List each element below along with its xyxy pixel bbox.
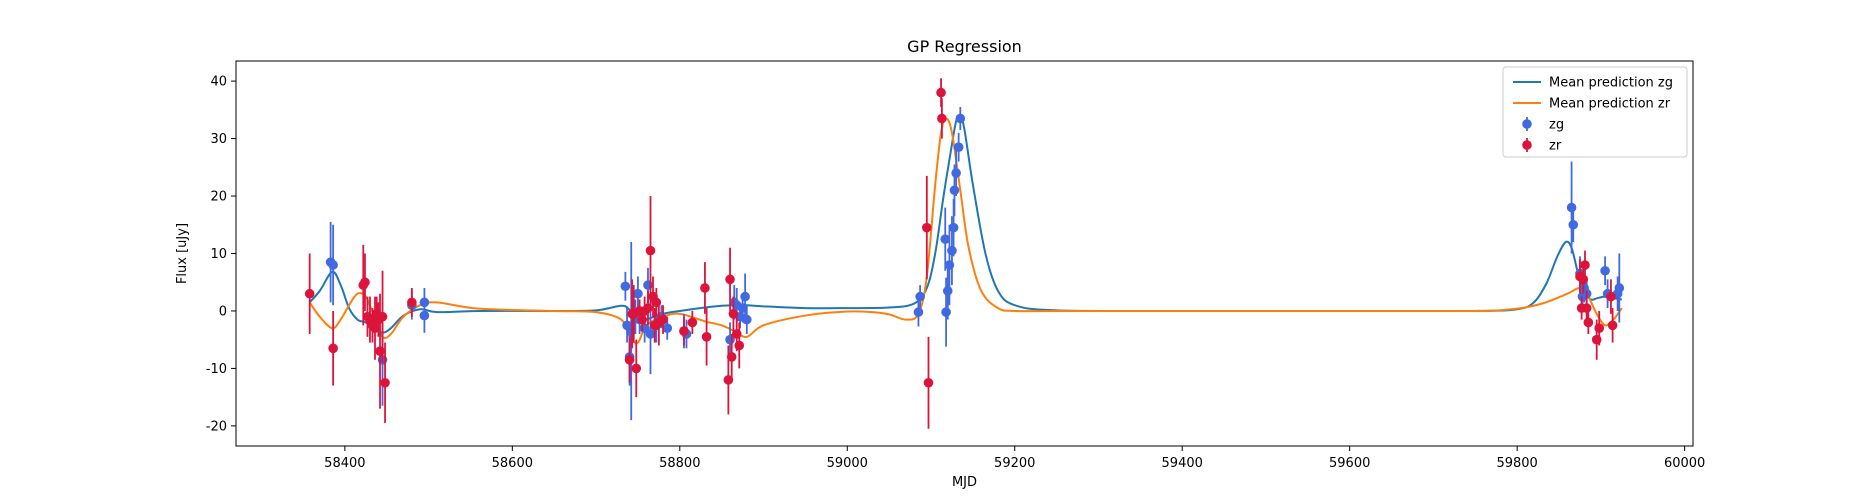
x-tick-label-1: 58600 [492,456,533,471]
y-tick-label-3: 10 [210,247,227,262]
data-point-zr-37 [734,340,745,351]
x-tick-label-7: 59800 [1496,456,1537,471]
data-point-zr-38 [922,222,932,233]
legend-marker-3 [1522,140,1532,150]
data-point-zr-47 [1583,317,1594,328]
legend-label-0: Mean prediction zg [1549,76,1673,91]
data-point-zr-41 [937,113,947,124]
legend: Mean prediction zg Mean prediction zr zg zr [1502,66,1688,158]
data-point-zr-31 [701,332,712,342]
data-point-zr-27 [658,314,668,325]
data-point-zg-34 [947,245,957,256]
data-point-zr-44 [1578,274,1589,285]
x-tick-label-3: 59000 [827,456,868,471]
data-point-zg-40 [1566,202,1577,213]
data-point-zg-18 [662,323,673,334]
data-point-zr-49 [1594,323,1605,334]
y-tick-label-2: 0 [219,304,227,319]
data-point-zr-14 [624,355,635,365]
plot-area [304,78,1625,429]
y-axis-label: Flux [uJy] [175,223,190,284]
data-point-zg-27 [741,314,752,325]
data-point-zr-0 [304,288,315,299]
data-point-zr-21 [643,303,653,313]
data-point-zr-50 [1606,291,1616,302]
data-point-zg-39 [948,222,959,233]
data-point-zg-41 [1568,219,1579,230]
data-point-zr-17 [631,363,642,374]
data-point-zr-30 [700,283,710,293]
legend-label-3: zr [1549,139,1562,154]
data-point-zg-37 [953,142,964,152]
x-tick-label-4: 59200 [994,456,1035,471]
chart-title: GP Regression [907,37,1022,56]
x-tick-label-0: 58400 [324,456,365,471]
data-point-zg-32 [942,286,953,296]
axes: 58400 58600 58800 59000 59200 59400 59600 59800… [206,60,1705,471]
x-tick-label-8: 60000 [1664,456,1705,471]
legend-marker-2 [1522,119,1532,129]
data-point-zr-29 [687,317,698,328]
data-point-zg-5 [419,310,430,321]
data-point-zr-32 [723,375,734,385]
data-point-zg-29 [915,291,925,302]
x-axis-label: MJD [952,475,977,490]
data-point-zr-51 [1607,320,1618,331]
x-tick-label-2: 58800 [659,456,700,471]
data-point-zr-35 [728,309,739,319]
data-point-zg-11 [633,288,643,299]
data-point-zr-33 [725,274,735,285]
data-point-zg-31 [941,307,951,317]
data-point-zg-15 [645,329,656,339]
data-point-zr-39 [923,377,934,388]
legend-box [1502,66,1688,158]
data-point-zg-35 [949,185,960,196]
data-point-zr-1 [328,343,338,354]
y-tick-label-0: -20 [206,419,227,434]
data-point-zr-28 [679,326,689,336]
data-point-zg-36 [951,168,961,178]
data-point-zg-6 [620,281,631,292]
data-point-zg-1 [328,260,338,270]
data-point-zr-40 [936,87,946,98]
data-point-zg-46 [1600,265,1610,276]
y-tick-label-1: -10 [206,362,227,377]
data-point-zg-26 [740,291,750,302]
data-point-zr-34 [726,352,737,362]
data-point-zr-46 [1581,303,1592,313]
y-tick-label-4: 20 [210,190,227,205]
data-point-zg-49 [1614,283,1625,293]
legend-label-2: zg [1549,118,1564,133]
y-tick-label-6: 40 [210,75,227,90]
data-point-zr-3 [360,277,370,288]
data-point-zr-45 [1580,260,1590,270]
data-point-zr-12 [380,377,390,388]
y-tick-label-5: 30 [210,132,227,147]
data-point-zr-13 [407,297,417,308]
x-tick-label-6: 59600 [1329,456,1370,471]
series-points-zr [304,78,1618,429]
data-point-zg-28 [913,307,924,317]
legend-label-1: Mean prediction zr [1549,97,1671,112]
data-point-zg-38 [955,113,966,124]
data-point-zr-11 [377,311,388,322]
series-line-mean-prediction-zr [308,117,1623,345]
x-tick-label-5: 59400 [1162,456,1203,471]
data-point-zg-30 [940,234,951,244]
data-point-zr-22 [645,245,656,256]
